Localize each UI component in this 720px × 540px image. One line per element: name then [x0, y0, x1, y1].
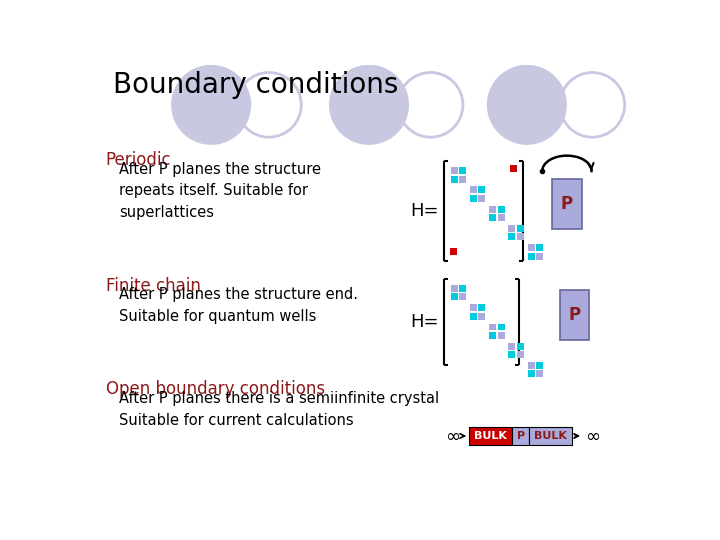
Bar	[478, 313, 485, 320]
Bar	[508, 351, 516, 358]
Bar	[451, 167, 457, 174]
Bar	[489, 323, 496, 330]
Bar	[508, 343, 516, 350]
Bar	[470, 195, 477, 202]
Bar	[517, 225, 523, 232]
Bar	[508, 225, 516, 232]
Bar	[498, 332, 505, 339]
Bar	[478, 186, 485, 193]
Bar	[536, 362, 543, 369]
Text: P: P	[561, 195, 573, 213]
Text: BULK: BULK	[474, 431, 507, 441]
Bar	[528, 244, 534, 251]
Circle shape	[171, 65, 251, 145]
Bar	[510, 165, 517, 172]
Bar	[552, 179, 582, 229]
Text: $\infty$: $\infty$	[444, 427, 460, 445]
Text: H=: H=	[410, 202, 438, 220]
Bar	[470, 304, 477, 311]
Text: P: P	[517, 431, 525, 441]
Bar	[459, 294, 466, 300]
Text: Boundary conditions: Boundary conditions	[113, 71, 399, 99]
Bar	[536, 253, 543, 260]
Bar	[528, 253, 534, 260]
Circle shape	[487, 65, 567, 145]
Bar	[517, 343, 523, 350]
Bar	[517, 233, 523, 240]
Bar	[528, 362, 534, 369]
Bar	[517, 351, 523, 358]
Bar	[489, 332, 496, 339]
Bar	[536, 244, 543, 251]
Text: After P planes the structure
repeats itself. Suitable for
superlattices: After P planes the structure repeats its…	[119, 162, 320, 220]
Text: After P planes there is a semiinfinite crystal
Suitable for current calculations: After P planes there is a semiinfinite c…	[119, 392, 439, 428]
Bar	[512, 427, 529, 445]
Bar	[459, 167, 466, 174]
Bar	[470, 313, 477, 320]
Bar	[459, 176, 466, 183]
Bar	[498, 214, 505, 221]
Bar	[489, 206, 496, 213]
Bar	[528, 370, 534, 377]
Text: $\infty$: $\infty$	[585, 427, 600, 445]
Bar	[451, 176, 457, 183]
Bar	[560, 291, 589, 340]
Text: Periodic: Periodic	[106, 151, 171, 169]
Text: Open boundary conditions: Open boundary conditions	[106, 381, 325, 399]
Bar	[478, 195, 485, 202]
Bar	[529, 427, 572, 445]
Bar	[470, 186, 477, 193]
Bar	[498, 323, 505, 330]
Bar	[536, 370, 543, 377]
Bar	[478, 304, 485, 311]
Text: After P planes the structure end.
Suitable for quantum wells: After P planes the structure end. Suitab…	[119, 287, 358, 324]
Bar	[469, 427, 512, 445]
Bar	[489, 214, 496, 221]
Text: Finite chain: Finite chain	[106, 276, 201, 294]
Text: BULK: BULK	[534, 431, 567, 441]
Text: H=: H=	[410, 313, 438, 331]
Text: P: P	[569, 306, 580, 325]
Bar	[451, 294, 457, 300]
Bar	[498, 206, 505, 213]
Bar	[450, 248, 457, 255]
Circle shape	[329, 65, 409, 145]
Bar	[459, 285, 466, 292]
Bar	[508, 233, 516, 240]
Bar	[451, 285, 457, 292]
